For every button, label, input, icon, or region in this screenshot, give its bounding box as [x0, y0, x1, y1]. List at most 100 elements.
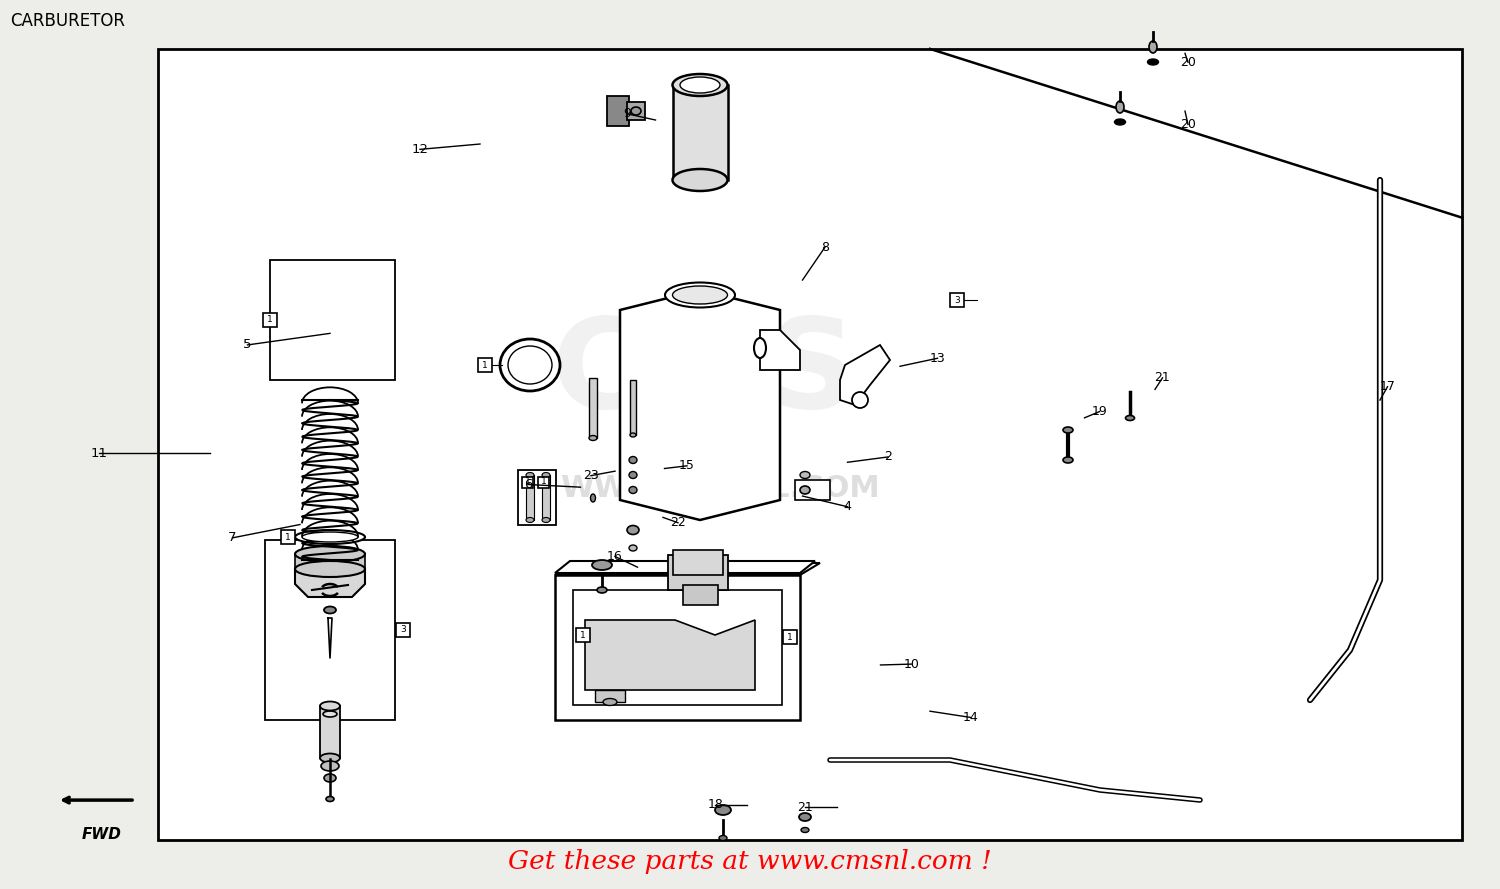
Ellipse shape [1148, 59, 1158, 65]
Bar [542, 475, 550, 520]
Ellipse shape [296, 546, 364, 562]
Circle shape [852, 392, 868, 408]
Polygon shape [555, 563, 820, 575]
Text: 9: 9 [622, 108, 632, 120]
Bar [522, 477, 534, 487]
Ellipse shape [542, 517, 550, 523]
Bar [630, 380, 636, 435]
Text: 8: 8 [821, 241, 830, 253]
Ellipse shape [542, 472, 550, 477]
Bar [296, 554, 364, 569]
Ellipse shape [672, 286, 728, 304]
Text: Get these parts at www.cmsnl.com !: Get these parts at www.cmsnl.com ! [509, 848, 992, 874]
Ellipse shape [526, 472, 534, 477]
Ellipse shape [592, 560, 612, 570]
Text: 20: 20 [1180, 56, 1196, 68]
Bar [674, 550, 723, 575]
Ellipse shape [597, 587, 608, 593]
Ellipse shape [324, 606, 336, 613]
Bar [280, 530, 296, 544]
Bar [573, 590, 782, 705]
Text: 20: 20 [1180, 118, 1196, 131]
Ellipse shape [326, 797, 334, 802]
Bar [396, 623, 410, 637]
Polygon shape [840, 345, 890, 405]
Ellipse shape [630, 433, 636, 437]
Text: 11: 11 [90, 447, 108, 460]
Ellipse shape [1149, 41, 1156, 53]
Bar [674, 85, 728, 180]
Text: 1: 1 [482, 361, 488, 370]
Ellipse shape [509, 346, 552, 384]
Bar [322, 714, 338, 759]
Polygon shape [555, 561, 814, 573]
Text: 1: 1 [580, 630, 586, 639]
Ellipse shape [680, 77, 720, 93]
Text: CMS: CMS [552, 313, 858, 434]
Bar [590, 378, 597, 438]
Polygon shape [296, 569, 364, 597]
Ellipse shape [322, 711, 338, 717]
Text: 16: 16 [608, 550, 622, 563]
Text: 10: 10 [904, 658, 920, 670]
Bar [668, 555, 728, 590]
Text: CARBURETOR: CARBURETOR [10, 12, 124, 30]
Bar [596, 690, 626, 702]
Ellipse shape [628, 471, 638, 478]
Ellipse shape [801, 828, 808, 832]
Bar [538, 477, 549, 487]
Ellipse shape [800, 471, 810, 478]
Text: 3: 3 [400, 626, 406, 635]
Bar [608, 96, 628, 126]
Ellipse shape [296, 561, 364, 577]
Text: 4: 4 [843, 501, 852, 513]
Polygon shape [760, 330, 800, 370]
Ellipse shape [302, 532, 358, 542]
Text: 18: 18 [708, 798, 723, 811]
Text: 15: 15 [680, 460, 694, 472]
Text: 5: 5 [243, 339, 252, 351]
Text: 21: 21 [798, 801, 813, 813]
Ellipse shape [321, 761, 339, 771]
Ellipse shape [632, 107, 640, 115]
Bar [526, 475, 534, 520]
Text: 23: 23 [584, 469, 598, 482]
Text: 6: 6 [524, 478, 532, 491]
Ellipse shape [1116, 101, 1124, 113]
Ellipse shape [324, 774, 336, 782]
Text: 1: 1 [525, 477, 531, 486]
Ellipse shape [672, 169, 728, 191]
Ellipse shape [627, 525, 639, 534]
Text: 22: 22 [670, 517, 686, 529]
Ellipse shape [718, 836, 728, 840]
Text: 21: 21 [1155, 372, 1170, 384]
Bar [950, 293, 964, 308]
Ellipse shape [672, 74, 728, 96]
Bar [795, 480, 830, 500]
Text: WWW.CMSNL.COM: WWW.CMSNL.COM [560, 475, 880, 503]
Ellipse shape [628, 456, 638, 463]
Ellipse shape [322, 756, 338, 762]
Polygon shape [585, 620, 754, 690]
Text: 2: 2 [884, 451, 892, 463]
Bar [627, 102, 645, 120]
Text: 3: 3 [954, 296, 960, 305]
Bar [266, 540, 394, 720]
Ellipse shape [1114, 119, 1125, 125]
Text: 19: 19 [1092, 405, 1107, 418]
Text: 1: 1 [788, 632, 794, 642]
Bar [576, 628, 590, 642]
Ellipse shape [800, 486, 810, 494]
Text: 7: 7 [228, 532, 237, 544]
Text: 14: 14 [963, 711, 978, 724]
Ellipse shape [754, 338, 766, 358]
Ellipse shape [500, 339, 560, 391]
Bar [478, 358, 492, 372]
Polygon shape [620, 290, 780, 520]
Bar [518, 470, 556, 525]
Text: 12: 12 [411, 143, 429, 156]
Ellipse shape [1064, 427, 1072, 433]
Ellipse shape [1125, 415, 1134, 420]
Ellipse shape [628, 545, 638, 551]
Ellipse shape [320, 754, 340, 763]
